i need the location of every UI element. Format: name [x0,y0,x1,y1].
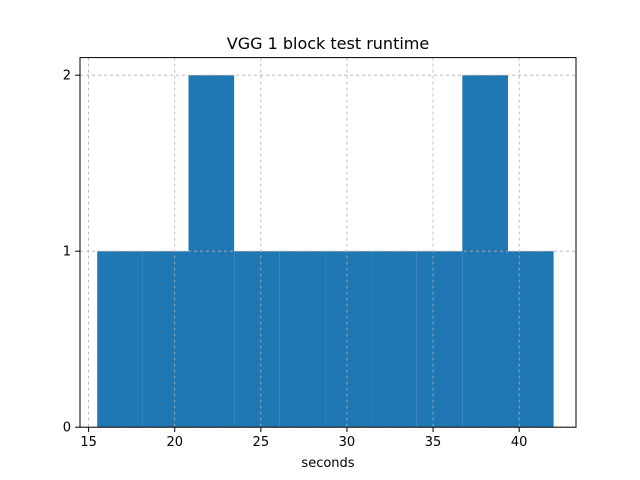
x-tick-label: 35 [425,435,442,450]
bars-layer [97,75,554,428]
histogram-bar-1 [142,251,189,428]
histogram-bar-5 [325,251,372,428]
histogram-bar-7 [416,251,463,428]
plot-frame [79,57,577,428]
histogram-bar-9 [507,251,554,428]
y-tick-label: 2 [63,69,71,84]
y-axis: 0 1 2 [63,69,80,436]
y-tick-label: 1 [63,245,71,260]
x-tick-label: 20 [166,435,183,450]
histogram-bar-3 [234,251,280,428]
histogram-bar-0 [97,251,143,428]
x-tick-label: 40 [511,435,528,450]
histogram-bar-4 [279,251,326,428]
chart-title: VGG 1 block test runtime [227,34,429,53]
x-tick-label: 25 [253,435,270,450]
x-tick-label: 15 [80,435,97,450]
x-tick-label: 30 [339,435,356,450]
x-axis-label: seconds [301,456,354,471]
x-axis: 15 20 25 30 35 40 [80,427,527,450]
histogram-bar-6 [371,251,417,428]
y-tick-label: 0 [63,421,71,436]
